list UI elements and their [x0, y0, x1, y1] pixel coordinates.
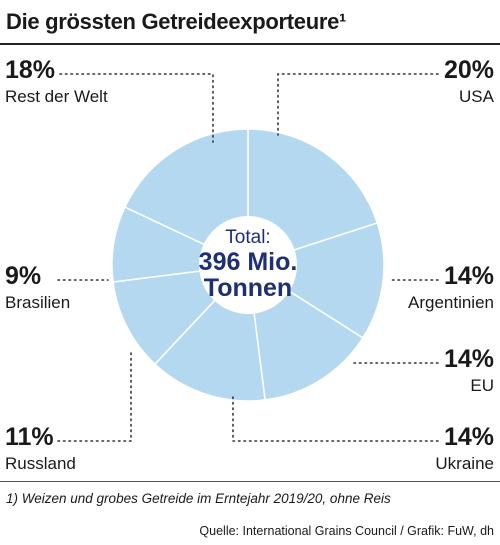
label-eu: EU — [470, 376, 494, 395]
leader-russland — [57, 351, 132, 442]
center-total: Total: 396 Mio. Tonnen — [188, 227, 308, 301]
label-rest-der-welt: Rest der Welt — [5, 87, 108, 106]
footnote-rule — [0, 481, 500, 482]
leader-usa — [277, 73, 439, 136]
label-ukraine: Ukraine — [435, 454, 494, 473]
footnote: 1) Weizen und grobes Getreide im Ernteja… — [6, 491, 391, 506]
leader-ukraine — [232, 395, 439, 442]
source-credit: Quelle: International Grains Council / G… — [199, 524, 494, 538]
pct-usa: 20% — [443, 56, 494, 84]
label-argentinien: Argentinien — [407, 293, 494, 312]
label-brasilien: Brasilien — [5, 293, 71, 312]
pct-eu: 14% — [443, 345, 494, 373]
chart-title: Die grössten Getreideexporteure¹ — [6, 9, 347, 34]
center-total-unit: Tonnen — [203, 274, 293, 302]
pct-brasilien: 9% — [5, 262, 42, 290]
pct-russland: 11% — [5, 423, 54, 451]
pct-argentinien: 14% — [443, 262, 494, 290]
pct-ukraine: 14% — [443, 423, 494, 451]
donut-hole — [199, 216, 297, 314]
pct-rest-der-welt: 18% — [5, 56, 56, 84]
slice-argentinien — [246, 222, 385, 339]
center-total-value: 396 Mio. — [198, 248, 298, 276]
label-usa: USA — [459, 87, 494, 106]
title-rule — [0, 43, 500, 45]
leader-rest-der-welt — [59, 73, 214, 143]
label-russland: Russland — [5, 454, 76, 473]
center-total-label: Total: — [225, 227, 271, 248]
